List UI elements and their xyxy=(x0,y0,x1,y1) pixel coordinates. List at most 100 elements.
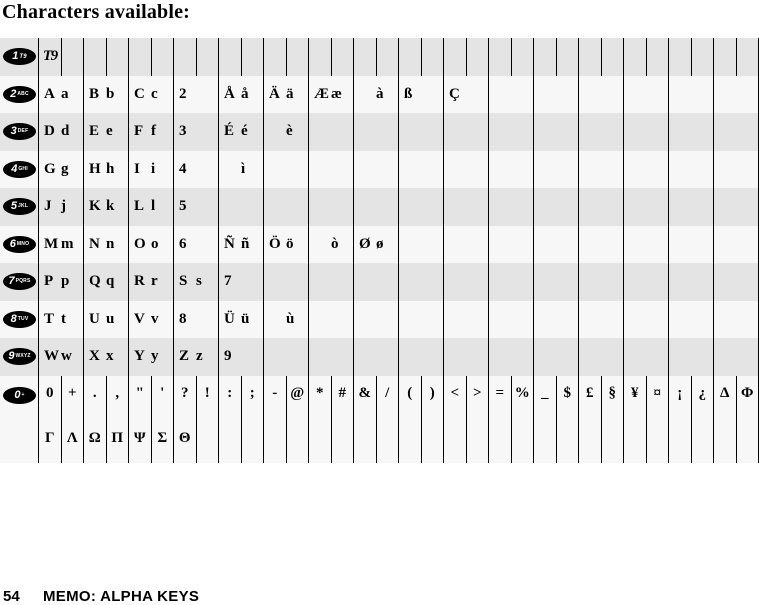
char-slot-1: 6 xyxy=(179,235,187,252)
char-cell: $ xyxy=(557,375,579,463)
char-slot-1: L xyxy=(134,198,145,215)
char-slot-1: Æ xyxy=(314,85,329,102)
char-cell xyxy=(129,38,152,76)
key-sub-label: GHI xyxy=(18,165,28,172)
char-cell xyxy=(714,225,759,263)
char-cell: : xyxy=(219,375,242,463)
char-cell xyxy=(669,75,714,113)
char-cell xyxy=(624,75,669,113)
char-cell xyxy=(579,188,624,226)
key-cell-key-7: 7 PQRS xyxy=(0,263,39,301)
greek-char: Ω xyxy=(88,429,101,446)
symbol-char: # xyxy=(338,384,347,401)
char-cell: 2 xyxy=(174,75,219,113)
key-cell-key-3: 3 DEF xyxy=(0,113,39,151)
char-cell xyxy=(264,338,309,376)
char-cell xyxy=(354,300,399,338)
char-cell xyxy=(332,38,354,76)
char-cell xyxy=(714,338,759,376)
char-slot-1: 2 xyxy=(179,85,187,102)
key-9-icon: 9 WXYZ xyxy=(3,348,36,366)
char-slot-2: b xyxy=(106,85,115,102)
greek-char: Θ xyxy=(178,429,191,446)
char-cell xyxy=(287,38,309,76)
char-cell: ? Θ xyxy=(174,375,197,463)
key-7-icon: 7 PQRS xyxy=(3,273,36,291)
char-slot-2: é xyxy=(241,123,248,140)
char-cell: T9 xyxy=(39,38,62,76)
char-cell xyxy=(264,150,309,188)
char-slot-2: n xyxy=(106,235,115,252)
symbol-char: / xyxy=(385,384,390,401)
char-cell xyxy=(534,300,579,338)
char-cell xyxy=(197,38,219,76)
key-cell-key-6: 6 MNO xyxy=(0,225,39,263)
char-cell xyxy=(714,75,759,113)
symbol-char: - xyxy=(272,384,278,401)
char-cell: ò xyxy=(309,225,354,263)
symbol-char: ¤ xyxy=(653,384,662,401)
char-slot-1: Ä xyxy=(269,85,280,102)
char-cell xyxy=(624,113,669,151)
char-cell xyxy=(579,150,624,188)
char-slot-2: w xyxy=(61,348,72,365)
key-sub-label: WXYZ xyxy=(15,353,31,360)
char-cell xyxy=(309,38,332,76)
char-cell xyxy=(579,225,624,263)
t9-logo: T9 xyxy=(42,48,58,65)
char-cell: 5 xyxy=(174,188,219,226)
char-cell xyxy=(669,188,714,226)
char-cell xyxy=(669,38,692,76)
char-cell xyxy=(557,38,579,76)
char-cell: - xyxy=(264,375,287,463)
char-cell xyxy=(309,113,354,151)
key-4-icon: 4 GHI xyxy=(3,160,36,178)
char-slot-1: U xyxy=(89,310,100,327)
char-cell xyxy=(624,263,669,301)
key-sub-label: DEF xyxy=(17,128,29,135)
char-slot-2: a xyxy=(61,85,69,102)
char-cell xyxy=(264,38,287,76)
key-sub-label: T9 xyxy=(19,53,27,60)
char-cell: Δ xyxy=(714,375,737,463)
greek-char: Λ xyxy=(66,429,78,446)
char-cell xyxy=(62,38,84,76)
char-cell xyxy=(354,188,399,226)
footer-page-number: 54 xyxy=(3,588,20,605)
char-cell xyxy=(84,38,107,76)
char-cell: ß xyxy=(399,75,444,113)
char-cell xyxy=(152,38,174,76)
char-cell xyxy=(737,38,759,76)
char-cell xyxy=(669,150,714,188)
char-cell xyxy=(714,113,759,151)
char-slot-2: ù xyxy=(286,310,295,327)
char-cell: @ xyxy=(287,375,309,463)
char-cell: 9 xyxy=(219,338,264,376)
char-slot-1: 3 xyxy=(179,123,187,140)
key-3-icon: 3 DEF xyxy=(3,123,36,141)
char-cell xyxy=(624,38,647,76)
char-slot-2: à xyxy=(376,85,384,102)
char-slot-1: R xyxy=(134,273,145,290)
char-cell xyxy=(377,38,399,76)
char-cell: < xyxy=(444,375,467,463)
char-slot-2: æ xyxy=(331,85,342,102)
key-cell-key-0: 0 + xyxy=(0,375,39,463)
char-cell xyxy=(534,38,557,76)
char-cell: ¥ xyxy=(624,375,647,463)
char-slot-2: p xyxy=(61,273,70,290)
table-row-key-1: 1 T9 T9 xyxy=(0,38,759,76)
char-cell xyxy=(489,300,534,338)
symbol-char: : xyxy=(227,384,233,401)
